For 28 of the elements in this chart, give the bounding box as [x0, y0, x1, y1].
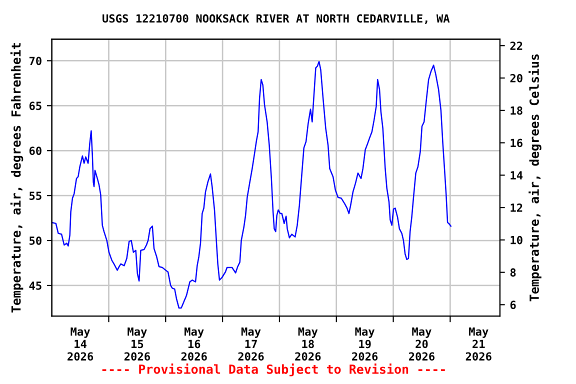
chart-title: USGS 12210700 NOOKSACK RIVER AT NORTH CEDARVILLE, WA [102, 14, 450, 24]
x-tick-label: May 20 2026 [408, 327, 434, 361]
x-tick-label: May 14 2026 [68, 327, 94, 361]
line-series [52, 61, 452, 309]
y2-tick-label: 8 [510, 268, 516, 277]
y2-tick-label: 12 [510, 204, 522, 212]
y2-tick-label: 6 [510, 300, 516, 310]
y2-tick-label: 10 [510, 236, 522, 244]
y-tick-label: 50 [30, 236, 42, 245]
x-tick-label: May 17 2026 [238, 327, 264, 361]
y-axis-title: Temperature, air, degrees Fahrenheit [10, 43, 24, 313]
y-tick-label: 70 [29, 56, 42, 66]
x-tick-label: May 16 2026 [181, 327, 207, 361]
y-tick-label: 45 [29, 282, 42, 290]
y-tick-label: 65 [29, 102, 42, 110]
x-tick-label: May 19 2026 [352, 327, 378, 361]
y2-tick-label: 16 [510, 138, 522, 148]
x-tick-label: May 21 2026 [466, 327, 492, 361]
y2-axis-title: Temperature, air, degrees Celsius [528, 54, 542, 302]
y-tick-label: 55 [30, 192, 42, 200]
y-tick-label: 60 [29, 146, 42, 156]
y2-tick-label: 14 [510, 171, 523, 180]
y2-tick-label: 18 [510, 106, 522, 115]
x-tick-label: May 18 2026 [295, 327, 321, 361]
y2-tick-label: 20 [510, 74, 522, 82]
y2-tick-label: 22 [510, 42, 522, 50]
x-tick-label: May 15 2026 [124, 327, 150, 361]
text: ---- Provisional Data Subject to Revision ---- [102, 364, 445, 376]
